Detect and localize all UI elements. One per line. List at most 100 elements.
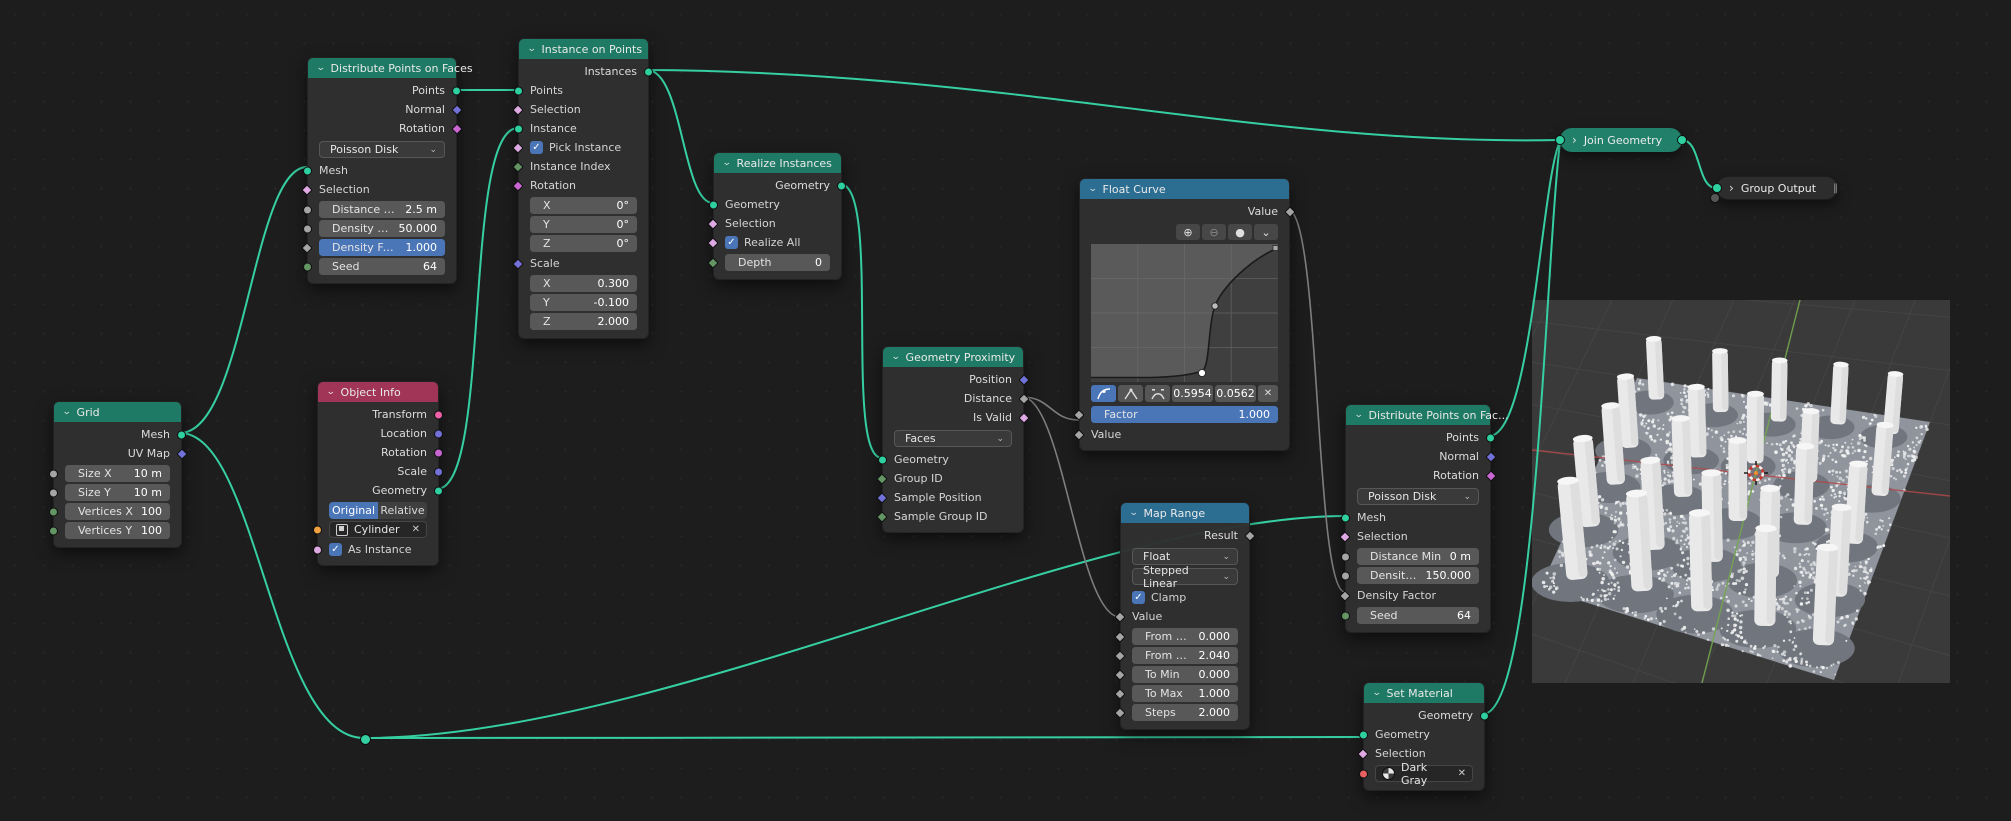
socket-geometry-out[interactable] (434, 486, 443, 495)
socket-points-out[interactable] (1486, 433, 1495, 442)
collapse-icon[interactable]: ⌄ (325, 387, 336, 397)
field-seed[interactable]: Seed 64 (319, 258, 445, 275)
field-scale-x[interactable]: X 0.300 (530, 275, 637, 292)
node-join-geometry[interactable]: › Join Geometry ‖ (1555, 128, 1687, 152)
field-rotation-y[interactable]: Y 0° (530, 216, 637, 233)
wire-grid-mesh-to-reroute[interactable] (179, 432, 365, 739)
socket-selection-in[interactable] (512, 103, 524, 116)
socket-object-in[interactable] (313, 525, 322, 534)
socket-depth[interactable] (707, 256, 719, 269)
socket-position-out[interactable] (1018, 373, 1030, 386)
toggle-relative[interactable]: Relative (378, 502, 427, 519)
socket-transform-out[interactable] (434, 410, 443, 419)
socket-geometry-in[interactable] (1359, 730, 1368, 739)
curve-options-dropdown[interactable]: ⌄ (1254, 224, 1278, 240)
field-rotation-z[interactable]: Z 0° (530, 235, 637, 252)
socket-is-valid-out[interactable] (1018, 411, 1030, 424)
target-element-dropdown[interactable]: Faces ⌄ (894, 430, 1012, 447)
socket-rotation-out[interactable] (434, 448, 443, 457)
socket-geometry-in[interactable] (1555, 135, 1565, 145)
socket-geometry-in[interactable] (878, 455, 887, 464)
socket-as-instance[interactable] (313, 545, 322, 554)
field-density-max[interactable]: Density Max150.000 (1357, 567, 1479, 584)
distribution-method-dropdown[interactable]: Poisson Disk ⌄ (319, 141, 445, 158)
pick-instance-checkbox[interactable]: ✓ (530, 141, 543, 154)
field-size-y[interactable]: Size Y 10 m (65, 484, 170, 501)
field-size-x[interactable]: Size X 10 m (65, 465, 170, 482)
collapse-icon[interactable]: ⌄ (1353, 410, 1364, 420)
as-instance-checkbox[interactable]: ✓ (329, 543, 342, 556)
socket-seed[interactable] (1341, 611, 1350, 620)
socket-density-factor[interactable] (1339, 589, 1351, 602)
toggle-original[interactable]: Original (329, 502, 378, 519)
node-geometry-proximity[interactable]: ⌄ Geometry Proximity Position Distance Is… (876, 346, 1030, 533)
socket-sample-group-id[interactable] (876, 510, 888, 523)
node-realize-instances[interactable]: ⌄ Realize Instances Geometry Geometry Sel… (707, 152, 846, 280)
socket-scale-out[interactable] (434, 467, 443, 476)
curve-point-x-field[interactable]: 0.5954 (1172, 385, 1213, 402)
field-vertices-x[interactable]: Vertices X 100 (65, 503, 170, 520)
socket-distance-min[interactable] (1341, 552, 1350, 561)
node-object-info[interactable]: ⌄ Object Info Transform Location Rotation… (313, 381, 443, 566)
field-from-max[interactable]: From M... 2.040 (1132, 647, 1238, 664)
field-to-max[interactable]: To Max 1.000 (1132, 685, 1238, 702)
collapse-icon[interactable]: ⌄ (890, 352, 901, 362)
socket-realize-all[interactable] (707, 236, 719, 249)
realize-all-checkbox[interactable]: ✓ (725, 236, 738, 249)
node-set-material[interactable]: ⌄ Set Material Geometry Geometry Selectio… (1357, 682, 1489, 791)
handle-vector-button[interactable] (1118, 385, 1143, 402)
field-steps[interactable]: Steps 2.000 (1132, 704, 1238, 721)
field-scale-z[interactable]: Z 2.000 (530, 313, 637, 330)
field-to-min[interactable]: To Min 0.000 (1132, 666, 1238, 683)
socket-pick-instance[interactable] (512, 141, 524, 154)
handle-free-button[interactable] (1145, 385, 1170, 402)
wire-reroute-to-set-material-geometry[interactable] (363, 736, 1364, 739)
socket-geometry-out[interactable] (837, 181, 846, 190)
curve-zoom-in-button[interactable]: ⊕ (1176, 224, 1200, 240)
socket-points-in[interactable] (514, 86, 523, 95)
socket-sample-position[interactable] (876, 491, 888, 504)
socket-vertices-y[interactable] (49, 526, 58, 535)
node-instance-on-points[interactable]: ⌄ Instance on Points Instances Points Sel… (512, 38, 653, 339)
wire-realize-to-proximity-geometry[interactable] (839, 183, 883, 459)
socket-density-factor[interactable] (301, 241, 313, 254)
wire-join-geometry-to-group-output[interactable] (1681, 139, 1717, 189)
clamp-checkbox[interactable]: ✓ (1132, 591, 1145, 604)
field-seed[interactable]: Seed 64 (1357, 607, 1479, 624)
socket-virtual[interactable] (1710, 193, 1720, 203)
socket-factor[interactable] (1073, 408, 1085, 421)
socket-from-min[interactable] (1114, 630, 1126, 643)
socket-selection-in[interactable] (301, 183, 313, 196)
data-type-dropdown[interactable]: Float ⌄ (1132, 548, 1238, 565)
wire-instances-to-join-geometry[interactable] (646, 69, 1561, 142)
field-scale-y[interactable]: Y -0.100 (530, 294, 637, 311)
socket-mesh-in[interactable] (1341, 513, 1350, 522)
socket-to-min[interactable] (1114, 668, 1126, 681)
socket-size-x[interactable] (49, 469, 58, 478)
field-density-max[interactable]: Density Max50.000 (319, 220, 445, 237)
field-distance-min[interactable]: Distance Min 0 m (1357, 548, 1479, 565)
collapse-icon[interactable]: ⌄ (1371, 688, 1382, 698)
object-selector[interactable]: Cylinder ✕ (329, 521, 427, 538)
wire-distance-to-map-range-value[interactable] (1021, 396, 1121, 618)
socket-value-in[interactable] (1114, 610, 1126, 623)
socket-material-in[interactable] (1359, 769, 1368, 778)
socket-instances-out[interactable] (644, 67, 653, 76)
socket-value-in[interactable] (1073, 428, 1085, 441)
socket-geometry-out[interactable] (1480, 711, 1489, 720)
field-vertices-y[interactable]: Vertices Y 100 (65, 522, 170, 539)
expand-icon[interactable]: › (1572, 133, 1577, 147)
socket-density-max[interactable] (303, 224, 312, 233)
wire-instances-to-realize-geometry[interactable] (646, 69, 714, 204)
transform-space-toggle[interactable]: Original Relative (329, 502, 427, 519)
socket-geometry-in[interactable] (1712, 183, 1722, 193)
wire-float-curve-value-to-density-factor[interactable] (1287, 209, 1346, 593)
socket-to-max[interactable] (1114, 687, 1126, 700)
curve-point-y-field[interactable]: 0.0562 (1215, 385, 1256, 402)
node-distribute-points-2[interactable]: ⌄ Distribute Points on Fac... Points Norm… (1339, 404, 1509, 633)
curve-widget[interactable] (1080, 243, 1289, 383)
socket-seed[interactable] (303, 262, 312, 271)
node-distribute-points-1[interactable]: ⌄ Distribute Points on Faces Points Norma… (301, 57, 473, 284)
wire-distribute2-points-to-join-geometry[interactable] (1488, 140, 1561, 437)
socket-instance-in[interactable] (514, 124, 523, 133)
